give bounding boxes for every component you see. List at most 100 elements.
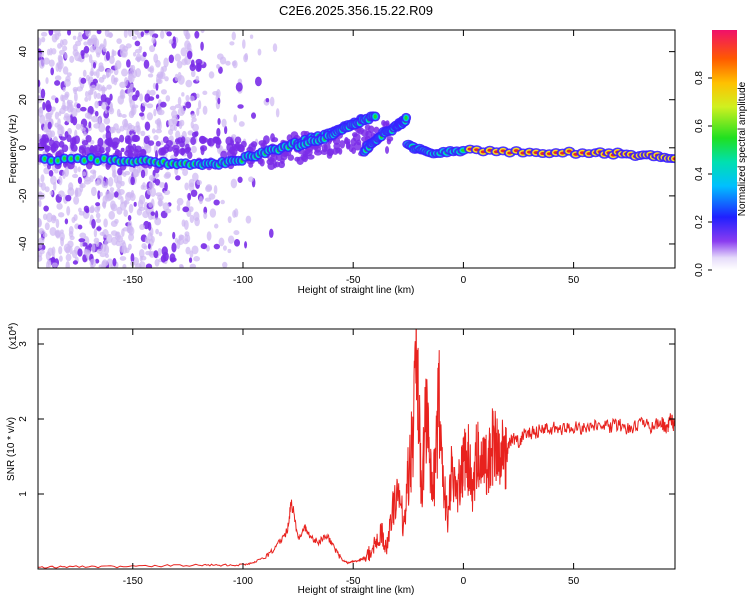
spectrogram-speckle	[216, 64, 221, 69]
spectrogram-speckle-band	[185, 143, 190, 149]
spectrogram-speckle	[54, 111, 59, 120]
spectrogram-speckle	[200, 243, 208, 250]
spectrogram-speckle	[58, 176, 63, 186]
spectrogram-speckle	[49, 47, 53, 56]
spectrogram-speckle	[91, 218, 96, 229]
spectrogram-speckle	[112, 257, 117, 267]
spectrogram-speckle-band	[385, 120, 390, 127]
spectrogram-speckle	[175, 130, 181, 139]
spectrogram-x-tick-label: -100	[233, 275, 253, 286]
spectrogram-speckle	[96, 30, 102, 35]
spectrogram-speckle	[169, 253, 176, 263]
spectrogram-speckle-band	[99, 146, 105, 154]
spectrogram-speckle-band	[360, 129, 369, 137]
spectrogram-speckle-band	[183, 147, 191, 153]
spectrogram-speckle	[172, 231, 176, 240]
spectrogram-speckle	[113, 123, 119, 131]
spectrogram-speckle	[174, 237, 179, 243]
spectrogram-speckle	[265, 97, 270, 103]
spectrogram-speckle	[203, 212, 208, 220]
spectrogram-speckle	[176, 60, 183, 69]
spectrogram-speckle	[185, 79, 193, 88]
spectrogram-speckle	[62, 38, 68, 46]
spectrogram-speckle	[38, 37, 42, 47]
spectrogram-speckle	[80, 106, 87, 112]
spectrogram-speckle	[76, 103, 81, 109]
spectrogram-speckle	[155, 173, 160, 178]
spectrogram-speckle	[145, 250, 151, 256]
spectrogram-speckle	[106, 84, 112, 90]
spectrogram-speckle	[192, 172, 199, 182]
spectrogram-speckle	[40, 88, 46, 99]
spectrogram-speckle	[43, 205, 49, 212]
spectrogram-speckle	[182, 168, 189, 177]
spectrogram-speckle-band	[162, 136, 169, 144]
spectrogram-speckle	[62, 66, 69, 75]
spectrogram-speckle	[104, 244, 110, 255]
spectrogram-speckle	[128, 233, 135, 242]
spectrogram-speckle-band	[206, 137, 215, 147]
spectrogram-x-tick-label: -50	[346, 275, 361, 286]
spectrogram-speckle	[177, 75, 185, 85]
spectrogram-speckle-band	[240, 140, 247, 148]
spectrogram-speckle	[65, 260, 70, 268]
spectrogram-speckle	[101, 85, 106, 96]
spectrogram-speckle	[102, 195, 108, 205]
spectrogram-speckle	[84, 96, 89, 102]
spectrogram-speckle-band	[78, 144, 87, 151]
spectrogram-speckle	[102, 47, 107, 52]
spectrogram-speckle	[176, 204, 181, 212]
snr-x-tick-label: 50	[568, 576, 580, 587]
spectrogram-speckle	[155, 82, 159, 91]
spectrogram-speckle	[174, 53, 182, 62]
spectrogram-speckle	[156, 73, 164, 78]
spectrogram-speckle	[237, 104, 244, 109]
spectrogram-speckle	[200, 30, 205, 34]
spectrogram-speckle	[147, 221, 152, 231]
spectrogram-speckle	[64, 52, 68, 59]
spectrogram-speckle	[108, 55, 115, 64]
spectrogram-speckle	[181, 58, 188, 66]
spectrogram-speckle	[38, 217, 42, 228]
spectrogram-speckle	[66, 206, 71, 216]
snr-x-tick-label: -150	[123, 576, 143, 587]
spectrogram-speckle	[45, 100, 51, 110]
spectrogram-speckle	[147, 243, 151, 250]
spectrogram-speckle	[202, 105, 208, 115]
spectrogram-speckle-band	[373, 126, 380, 134]
spectrogram-speckle	[249, 34, 254, 39]
spectrogram-speckle	[54, 30, 61, 35]
spectrogram-speckle	[217, 118, 221, 126]
spectrogram-speckle-band	[348, 144, 354, 153]
spectrogram-speckle	[190, 189, 198, 197]
spectrogram-speckle	[182, 238, 189, 245]
spectrogram-speckle	[148, 174, 155, 182]
spectrogram-speckle	[188, 182, 195, 193]
spectrogram-speckle	[95, 68, 100, 79]
spectrogram-speckle	[73, 165, 78, 174]
spectrogram-speckle	[184, 40, 191, 50]
spectrogram-speckle-band	[214, 136, 221, 145]
spectrogram-speckle	[128, 94, 133, 104]
spectrogram-speckle	[130, 176, 135, 186]
ridge-core	[89, 156, 93, 161]
spectrogram-speckle	[38, 199, 42, 208]
spectrogram-speckle	[160, 140, 164, 146]
spectrogram-speckle	[79, 241, 84, 248]
spectrogram-speckle	[179, 234, 185, 240]
spectrogram-speckle	[242, 39, 246, 49]
ridge-core	[82, 158, 86, 163]
spectrogram-speckle	[238, 121, 245, 127]
spectrogram-speckle	[209, 208, 217, 218]
spectrogram-speckle	[218, 237, 225, 247]
snr-frame	[37, 328, 676, 570]
spectrogram-speckle	[227, 216, 232, 224]
spectrogram-speckle	[268, 228, 274, 239]
spectrogram-speckle	[173, 124, 177, 132]
spectrogram-speckle	[38, 182, 43, 188]
spectrogram-speckle	[136, 57, 141, 63]
spectrogram-speckle	[205, 184, 213, 191]
spectrogram-speckle	[177, 107, 185, 116]
spectrogram-speckle	[78, 238, 86, 243]
spectrogram-speckle	[184, 231, 190, 237]
